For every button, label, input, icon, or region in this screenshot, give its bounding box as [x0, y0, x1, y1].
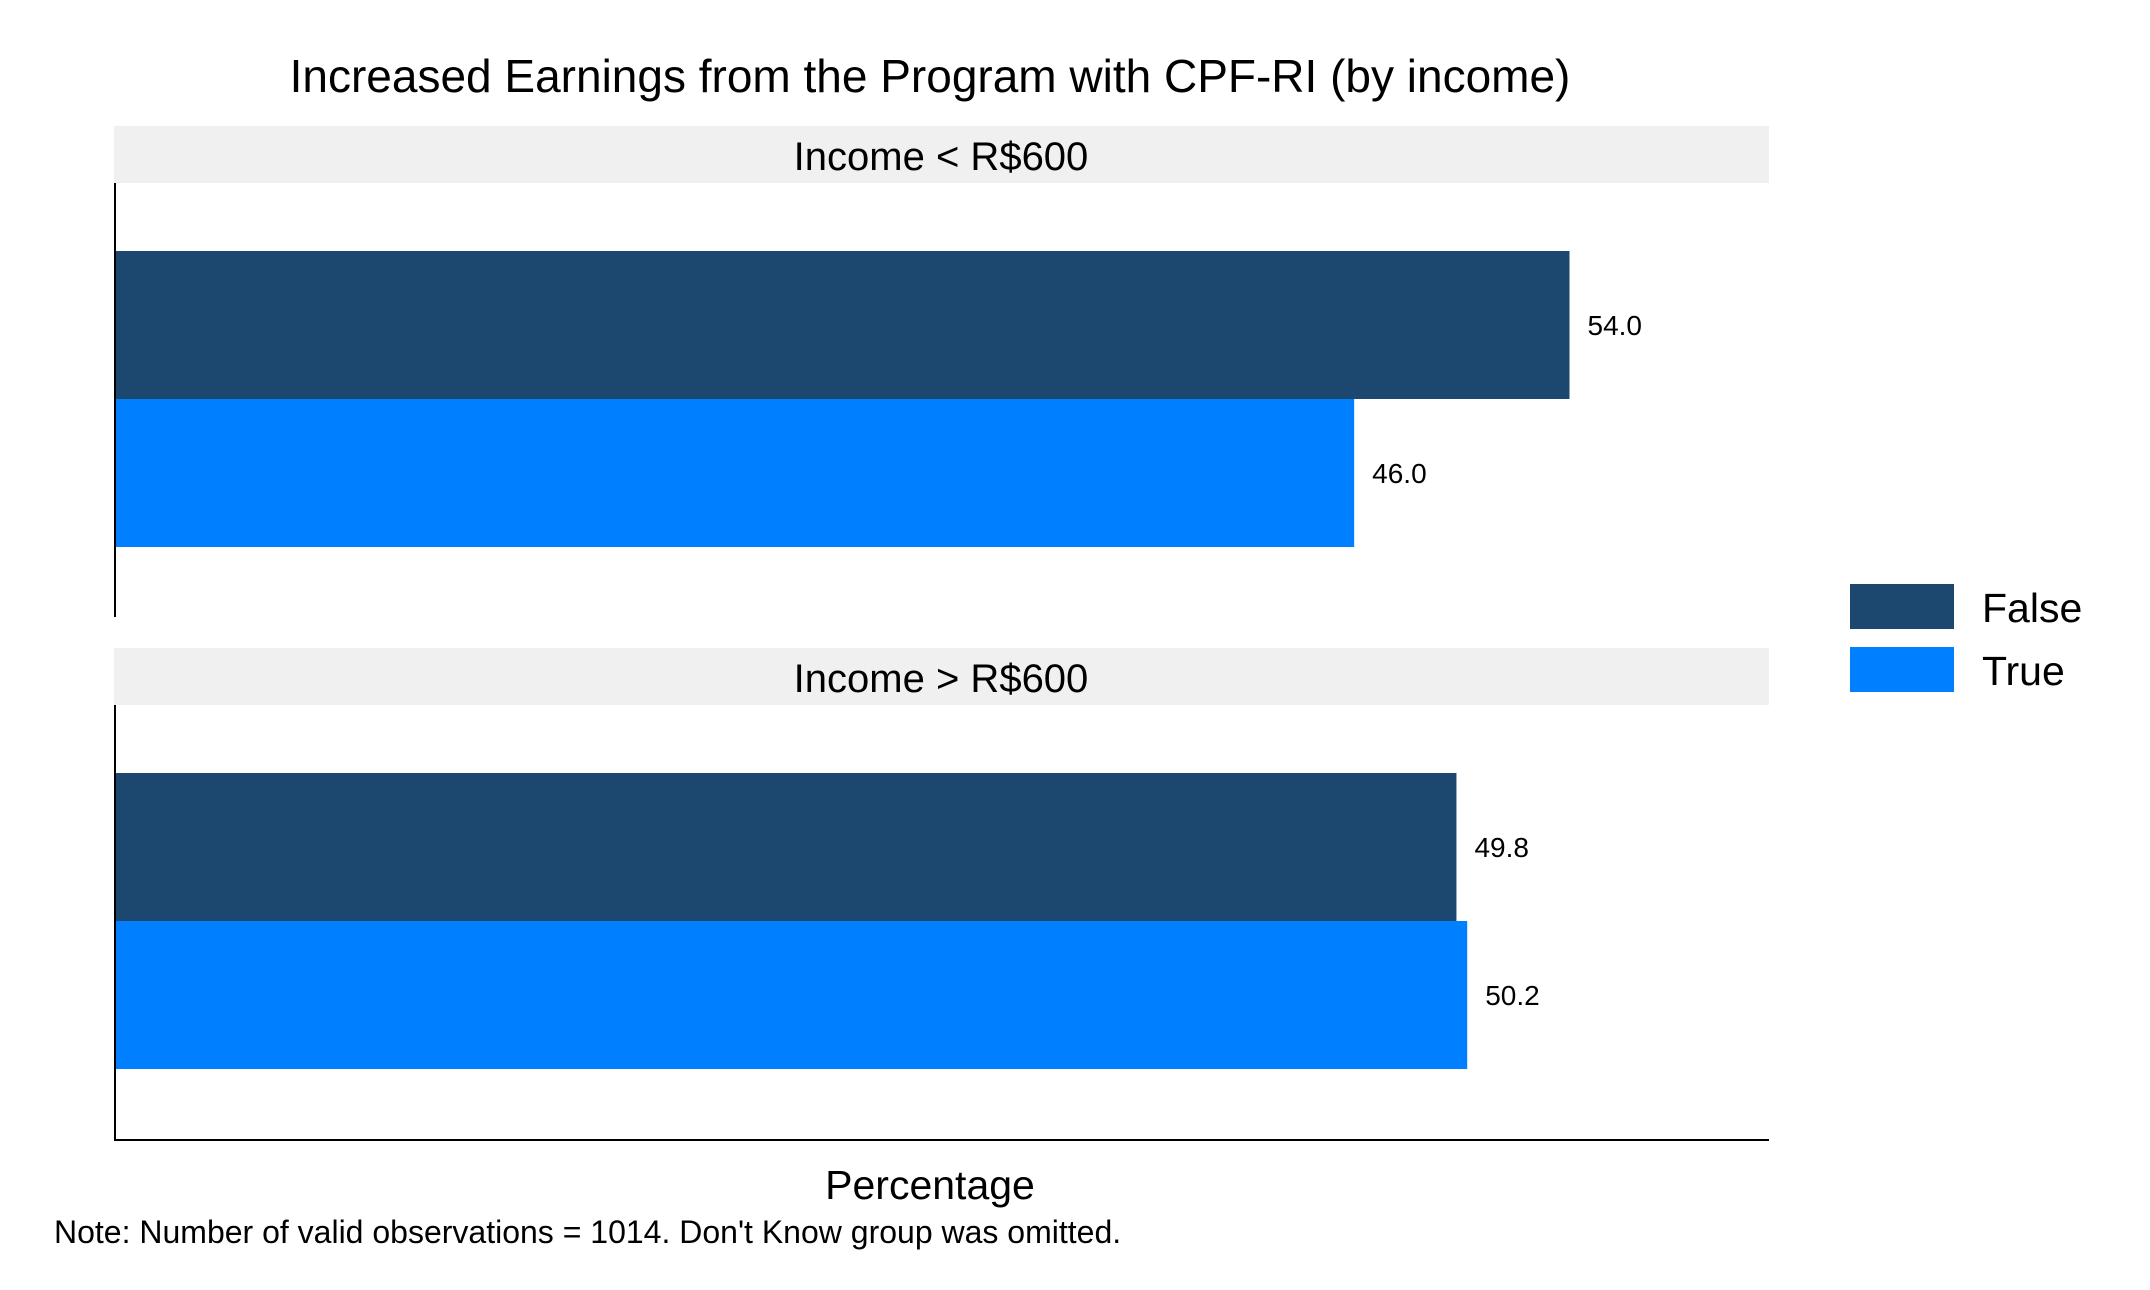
- bar-group: 54.0 46.0: [116, 251, 1642, 547]
- bar-true: [116, 921, 1468, 1069]
- x-axis-label: Percentage: [825, 1162, 1035, 1208]
- bar-value-label: 49.8: [1474, 832, 1529, 863]
- bar-value-label: 50.2: [1485, 980, 1540, 1011]
- legend-swatch-false: [1850, 584, 1954, 629]
- legend-label-false: False: [1982, 585, 2082, 631]
- chart-title: Increased Earnings from the Program with…: [290, 50, 1571, 102]
- bar-false: [116, 251, 1570, 399]
- bar-value-label: 54.0: [1588, 310, 1643, 341]
- panel-strip-background: [114, 126, 1769, 183]
- panel-strip-label: Income < R$600: [794, 135, 1089, 179]
- bar-false: [116, 773, 1457, 921]
- chart-note: Note: Number of valid observations = 101…: [54, 1214, 1121, 1250]
- bar-value-label: 46.0: [1372, 458, 1427, 489]
- bar-group: 49.8 50.2: [116, 773, 1540, 1069]
- legend-label-true: True: [1982, 648, 2065, 694]
- panel-income-below-600: Income < R$600 54.0 46.0: [114, 126, 1769, 617]
- panel-income-above-600: Income > R$600 49.8 50.2: [114, 648, 1769, 1141]
- panel-strip-background: [114, 648, 1769, 705]
- panel-strip-label: Income > R$600: [794, 657, 1089, 701]
- bar-true: [116, 399, 1355, 547]
- legend-swatch-true: [1850, 647, 1954, 692]
- legend: False True: [1850, 584, 2082, 694]
